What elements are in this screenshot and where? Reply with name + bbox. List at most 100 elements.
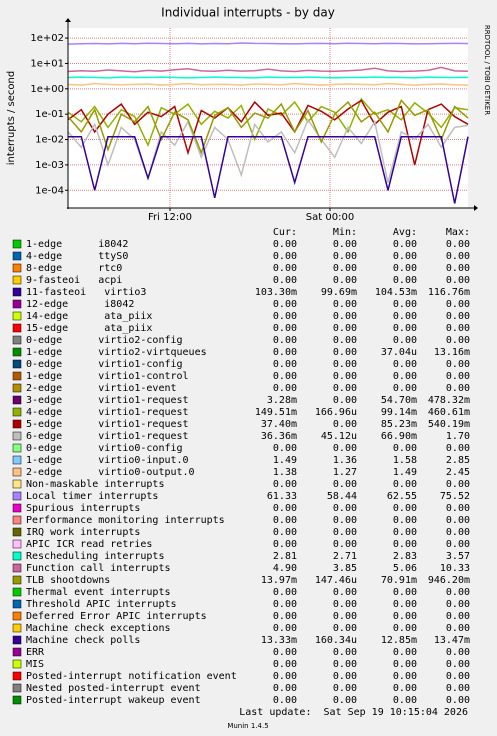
legend-min: 0.00 — [333, 683, 357, 694]
series-line — [67, 66, 469, 73]
legend-max: 0.00 — [446, 515, 470, 526]
legend-name: 3-edge virtio1-request — [26, 395, 189, 406]
legend-cur: 0.00 — [273, 239, 297, 250]
y-axis-label: interrupts / second — [6, 71, 17, 165]
legend-swatch — [12, 599, 22, 609]
legend-swatch — [12, 443, 22, 453]
legend-min: 0.00 — [333, 599, 357, 610]
legend-cur: 0.00 — [273, 251, 297, 262]
legend-min: 0.00 — [333, 299, 357, 310]
y-tick-label: 1e-04 — [35, 185, 64, 196]
legend-max: 3.57 — [446, 551, 470, 562]
legend-max: 0.00 — [446, 323, 470, 334]
legend-max: 0.00 — [446, 611, 470, 622]
legend-cur: 0.00 — [273, 599, 297, 610]
legend-swatch — [12, 467, 22, 477]
legend-cur: 0.00 — [273, 695, 297, 706]
legend-min: 0.00 — [333, 479, 357, 490]
legend-max: 0.00 — [446, 335, 470, 346]
legend-max: 2.85 — [446, 455, 470, 466]
legend-cur: 0.00 — [273, 443, 297, 454]
legend-name: 12-edge i8042 — [26, 299, 134, 310]
legend-swatch — [12, 359, 22, 369]
legend-avg: 12.85m — [381, 635, 417, 646]
lines — [67, 42, 469, 204]
legend-max: 75.52 — [440, 491, 470, 502]
legend-name: Non-maskable interrupts — [26, 479, 164, 490]
legend-max: 2.45 — [446, 467, 470, 478]
legend-cur: 1.38 — [273, 467, 297, 478]
y-tick-label: 1e-01 — [35, 109, 64, 120]
x-tick-label: Sat 00:00 — [306, 212, 354, 223]
legend-max: 0.00 — [446, 275, 470, 286]
legend-cur: 0.00 — [273, 527, 297, 538]
legend-cur: 0.00 — [273, 299, 297, 310]
legend-avg: 0.00 — [393, 695, 417, 706]
legend-max: 0.00 — [446, 359, 470, 370]
legend-swatch — [12, 623, 22, 633]
legend-name: Performance monitoring interrupts — [26, 515, 225, 526]
legend-cur: 103.30m — [255, 287, 297, 298]
legend-max: 116.76m — [428, 287, 470, 298]
legend-avg: 0.00 — [393, 671, 417, 682]
legend-name: Thermal event interrupts — [26, 587, 171, 598]
legend-swatch — [12, 611, 22, 621]
legend-max: 1.70 — [446, 431, 470, 442]
legend-cur: 0.00 — [273, 611, 297, 622]
legend-avg: 62.55 — [387, 491, 417, 502]
legend-avg: 0.00 — [393, 311, 417, 322]
legend-max: 0.00 — [446, 539, 470, 550]
column-header: Cur: — [273, 227, 297, 238]
legend-name: 15-edge ata_piix — [26, 323, 152, 334]
legend-swatch — [12, 515, 22, 525]
legend-avg: 0.00 — [393, 539, 417, 550]
legend-min: 99.69m — [321, 287, 357, 298]
legend-max: 0.00 — [446, 527, 470, 538]
legend-swatch — [12, 503, 22, 513]
legend-min: 0.00 — [333, 515, 357, 526]
legend-min: 0.00 — [333, 527, 357, 538]
legend-swatch — [12, 335, 22, 345]
legend-max: 0.00 — [446, 239, 470, 250]
legend-cur: 0.00 — [273, 671, 297, 682]
legend-avg: 0.00 — [393, 443, 417, 454]
legend-cur: 1.49 — [273, 455, 297, 466]
legend-avg: 0.00 — [393, 623, 417, 634]
legend-cur: 61.33 — [267, 491, 297, 502]
legend-min: 0.00 — [333, 623, 357, 634]
series-line — [67, 97, 469, 148]
legend-cur: 4.90 — [273, 563, 297, 574]
legend-min: 0.00 — [333, 359, 357, 370]
legend-min: 0.00 — [333, 419, 357, 430]
legend-max: 0.00 — [446, 479, 470, 490]
legend-cur: 0.00 — [273, 383, 297, 394]
legend-max: 0.00 — [446, 371, 470, 382]
legend-max: 0.00 — [446, 299, 470, 310]
legend-swatch — [12, 575, 22, 585]
y-tick-label: 1e-03 — [35, 160, 64, 171]
legend-cur: 0.00 — [273, 371, 297, 382]
legend-avg: 0.00 — [393, 263, 417, 274]
legend-avg: 54.70m — [381, 395, 417, 406]
legend-cur: 0.00 — [273, 683, 297, 694]
grid — [65, 28, 468, 211]
legend-avg: 104.53m — [375, 287, 417, 298]
legend-min: 0.00 — [333, 335, 357, 346]
legend-name: ERR — [26, 647, 45, 658]
legend-min: 58.44 — [327, 491, 357, 502]
legend-cur: 0.00 — [273, 659, 297, 670]
legend-avg: 0.00 — [393, 587, 417, 598]
legend-max: 0.00 — [446, 647, 470, 658]
legend-avg: 1.49 — [393, 467, 417, 478]
legend-swatch — [12, 239, 22, 249]
legend-swatch — [12, 635, 22, 645]
legend-name: 2-edge virtio1-event — [26, 383, 177, 394]
legend-cur: 0.00 — [273, 479, 297, 490]
legend-name: 14-edge ata_piix — [26, 311, 152, 322]
y-tick-label: 1e+02 — [30, 33, 64, 44]
legend-swatch — [12, 587, 22, 597]
legend-swatch — [12, 323, 22, 333]
legend-name: 1-edge virtio2-virtqueues — [26, 347, 207, 358]
legend-avg: 0.00 — [393, 359, 417, 370]
legend-avg: 0.00 — [393, 503, 417, 514]
